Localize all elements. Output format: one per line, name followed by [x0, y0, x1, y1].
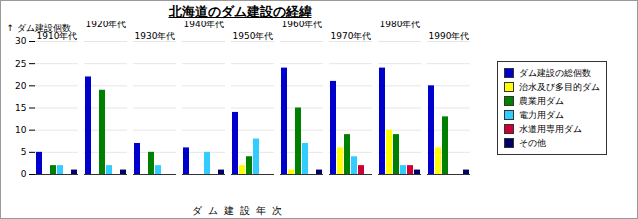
html-text:治水及び多目的ダム: 治水及び多目的ダム — [519, 81, 600, 92]
svg-text:0: 0 — [21, 169, 27, 179]
svg-text:1920年代: 1920年代 — [86, 21, 127, 29]
html-text:ダム建設の総個数: ダム建設の総個数 — [519, 67, 591, 78]
svg-text:20: 20 — [15, 81, 27, 91]
html-text:北海道のダム建設の経緯: 北海道のダム建設の経緯 — [168, 4, 312, 19]
svg-text:25: 25 — [15, 59, 26, 69]
svg-text:↑ ダム建設個数: ↑ ダム建設個数 — [6, 22, 71, 33]
svg-text:15: 15 — [15, 103, 26, 113]
svg-text:1910年代: 1910年代 — [37, 31, 78, 41]
html-text:その他: その他 — [519, 137, 546, 148]
html-text:農業用ダム: 農業用ダム — [519, 95, 564, 106]
svg-text:1940年代: 1940年代 — [184, 21, 225, 29]
svg-text:1980年代: 1980年代 — [380, 21, 421, 29]
svg-text:1990年代: 1990年代 — [429, 31, 470, 41]
svg-text:1970年代: 1970年代 — [331, 31, 372, 41]
html-text:電力用ダム: 電力用ダム — [519, 109, 564, 120]
svg-text:1960年代: 1960年代 — [282, 21, 323, 29]
svg-text:5: 5 — [21, 147, 27, 157]
html-text:ダム建設年次: ダム建設年次 — [192, 205, 288, 216]
svg-text:10: 10 — [15, 125, 27, 135]
svg-text:30: 30 — [15, 36, 27, 46]
html-text:水道用専用ダム: 水道用専用ダム — [519, 123, 582, 134]
svg-text:1950年代: 1950年代 — [233, 31, 274, 41]
svg-text:1930年代: 1930年代 — [135, 31, 176, 41]
